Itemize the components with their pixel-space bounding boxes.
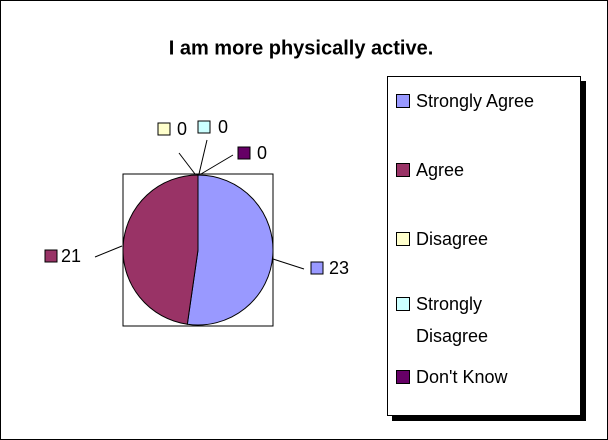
leader-line <box>178 152 196 175</box>
label-key <box>44 249 58 263</box>
legend-label: Strongly Disagree <box>416 294 489 346</box>
legend-item: Disagree <box>396 223 488 255</box>
legend-item: Strongly Agree <box>396 85 534 117</box>
legend-label: Disagree <box>416 229 489 249</box>
legend-label: Agree <box>416 160 465 180</box>
label-key <box>310 261 324 275</box>
legend-key <box>396 163 410 177</box>
data-label: 23 <box>329 258 349 278</box>
data-label: 21 <box>61 246 81 266</box>
pie-slice <box>122 174 199 325</box>
data-label: 0 <box>177 119 187 139</box>
label-key <box>157 122 171 136</box>
legend-key <box>396 232 410 246</box>
leader-line <box>272 258 305 270</box>
legend-key <box>396 94 410 108</box>
data-label: 0 <box>218 117 228 137</box>
pie-slice <box>186 174 274 326</box>
label-key <box>197 120 211 134</box>
legend-item: Strongly Disagree <box>396 288 554 352</box>
legend-key <box>396 370 410 384</box>
label-key <box>237 146 251 160</box>
data-label: 0 <box>257 143 267 163</box>
legend-label: Strongly Agree <box>416 91 535 111</box>
leader-line <box>200 154 234 175</box>
leader-line <box>94 245 123 258</box>
legend-item: Don't Know <box>396 361 508 393</box>
legend-label: Don't Know <box>416 367 508 387</box>
legend-key <box>396 297 410 311</box>
chart-title: I am more physically active. <box>169 37 434 59</box>
leader-line <box>198 139 208 175</box>
legend: Strongly Agree Agree Disagree Strongly Disa… <box>387 76 581 416</box>
legend-item: Agree <box>396 154 464 186</box>
